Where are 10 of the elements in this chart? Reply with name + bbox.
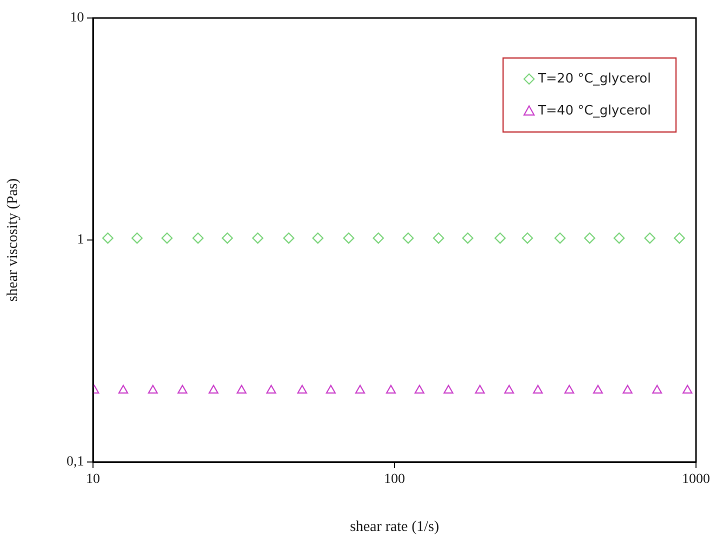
y-axis-title: shear viscosity (Pas) bbox=[4, 178, 21, 302]
y-tick-label: 1 bbox=[77, 232, 84, 248]
x-tick-label: 1000 bbox=[682, 472, 710, 488]
legend-label: T=40 °C_glycerol bbox=[537, 103, 652, 118]
x-tick-label: 10 bbox=[86, 472, 100, 488]
x-tick-label: 100 bbox=[384, 472, 405, 488]
x-axis-title: shear rate (1/s) bbox=[350, 518, 440, 535]
legend-label: T=20 °C_glycerol bbox=[537, 71, 652, 86]
y-tick-label: 0,1 bbox=[66, 454, 84, 470]
y-tick-label: 10 bbox=[70, 10, 84, 26]
